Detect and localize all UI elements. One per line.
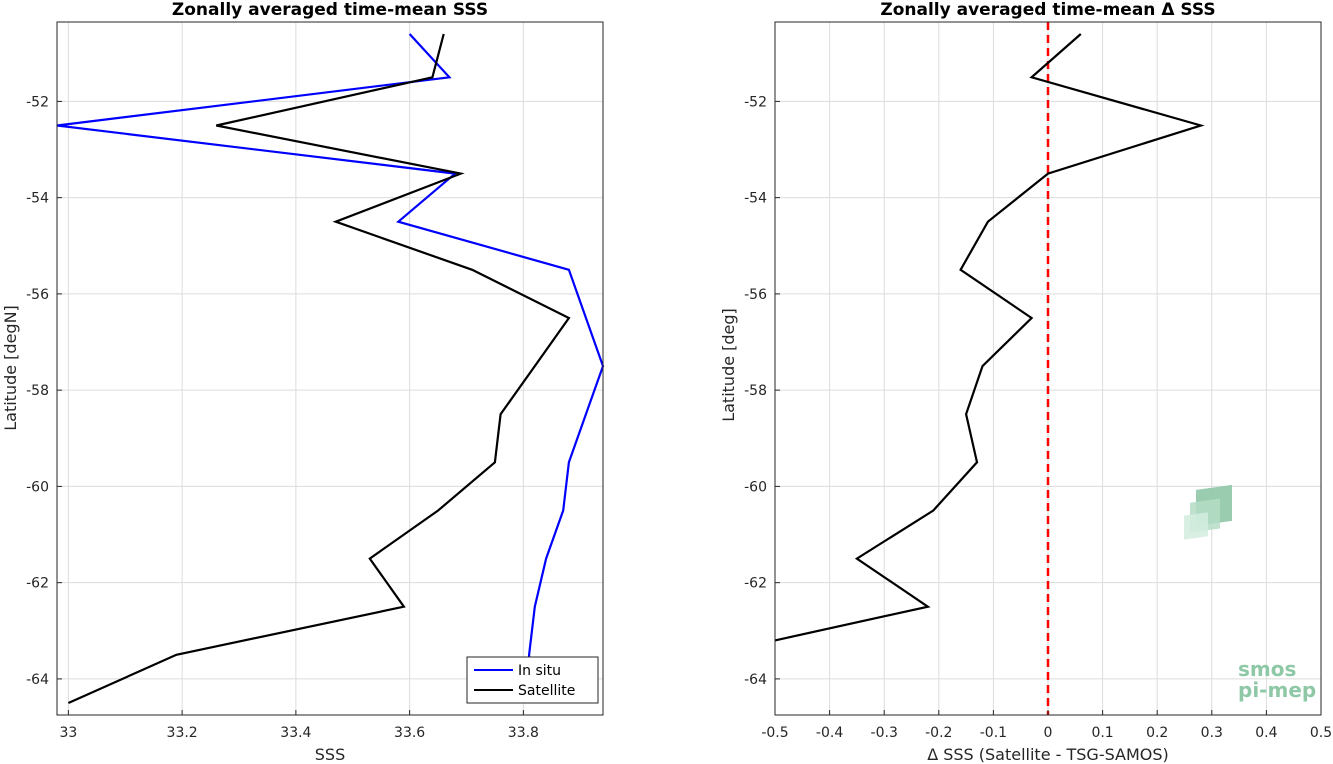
y-tick-label: -54: [744, 191, 767, 207]
x-tick-label: 0.4: [1255, 725, 1277, 741]
x-tick-label: -0.1: [980, 725, 1007, 741]
delta-sss-series-lines: [774, 33, 1205, 642]
logo-text-pi-mep: pi-mep: [1238, 678, 1316, 702]
sss-plot-area: [57, 22, 603, 715]
y-tick-label: -64: [744, 672, 767, 688]
x-tick-label: 33: [59, 725, 77, 741]
y-tick-label: -56: [744, 287, 767, 303]
y-tick-label: -52: [26, 94, 49, 110]
smos-pi-mep-logo: smos pi-mep: [1184, 484, 1316, 702]
x-tick-label: 33.6: [394, 725, 425, 741]
sss-y-ticks: -52 -54 -56 -58 -60 -62 -64: [26, 94, 62, 688]
x-tick-label: -0.4: [816, 725, 843, 741]
y-tick-label: -54: [26, 191, 49, 207]
legend-in-situ-label: In situ: [518, 663, 561, 679]
x-tick-label: 33.2: [167, 725, 198, 741]
satellite-series-line: [67, 33, 571, 705]
legend: In situ Satellite: [466, 656, 599, 704]
y-tick-label: -58: [744, 383, 767, 399]
delta-sss-panel: -0.5 -0.4 -0.3 -0.2 -0.1 0 0.1 0.2 0.3 0.4 0.5 -52…: [719, 0, 1332, 764]
x-tick-label: -0.5: [761, 725, 788, 741]
legend-box: [466, 656, 599, 704]
sss-series-lines: [56, 33, 605, 705]
y-tick-label: -58: [26, 383, 49, 399]
delta-sss-series-line: [774, 33, 1205, 642]
logo-mark-icon: [1184, 484, 1232, 540]
delta-sss-chart-title: Zonally averaged time-mean Δ SSS: [880, 0, 1215, 20]
x-tick-label: 0.1: [1091, 725, 1113, 741]
delta-sss-y-ticks: -52 -54 -56 -58 -60 -62 -64: [744, 94, 780, 688]
in-situ-series-line: [56, 33, 605, 703]
y-tick-label: -64: [26, 672, 49, 688]
x-tick-label: 0.3: [1201, 725, 1223, 741]
sss-panel: 33 33.2 33.4 33.6 33.8 -52 -54 -56 -58 -60 -62 -64…: [1, 0, 605, 764]
x-tick-label: 33.8: [508, 725, 539, 741]
sss-grid: [57, 22, 603, 715]
sss-chart-title: Zonally averaged time-mean SSS: [172, 0, 488, 20]
y-tick-label: -62: [26, 576, 49, 592]
x-tick-label: 0: [1044, 725, 1053, 741]
sss-axes-box: [56, 21, 604, 716]
delta-sss-x-ticks: -0.5 -0.4 -0.3 -0.2 -0.1 0 0.1 0.2 0.3 0.4 0.5: [761, 710, 1332, 741]
x-tick-label: 33.4: [280, 725, 311, 741]
x-tick-label: -0.2: [925, 725, 952, 741]
x-tick-label: 0.2: [1146, 725, 1168, 741]
sss-x-axis-label: SSS: [315, 745, 345, 764]
x-tick-label: -0.3: [871, 725, 898, 741]
sss-y-axis-label: Latitude [degN]: [1, 305, 20, 431]
logo-text-smos: smos: [1238, 657, 1296, 681]
delta-sss-x-axis-label: Δ SSS (Satellite - TSG-SAMOS): [927, 745, 1169, 764]
delta-sss-y-axis-label: Latitude [deg]: [719, 308, 738, 422]
sss-x-ticks: 33 33.2 33.4 33.6 33.8: [59, 710, 539, 741]
y-tick-label: -60: [26, 479, 49, 495]
x-tick-label: 0.5: [1310, 725, 1332, 741]
y-tick-label: -52: [744, 94, 767, 110]
y-tick-label: -62: [744, 576, 767, 592]
y-tick-label: -60: [744, 479, 767, 495]
y-tick-label: -56: [26, 287, 49, 303]
legend-satellite-label: Satellite: [518, 683, 575, 699]
